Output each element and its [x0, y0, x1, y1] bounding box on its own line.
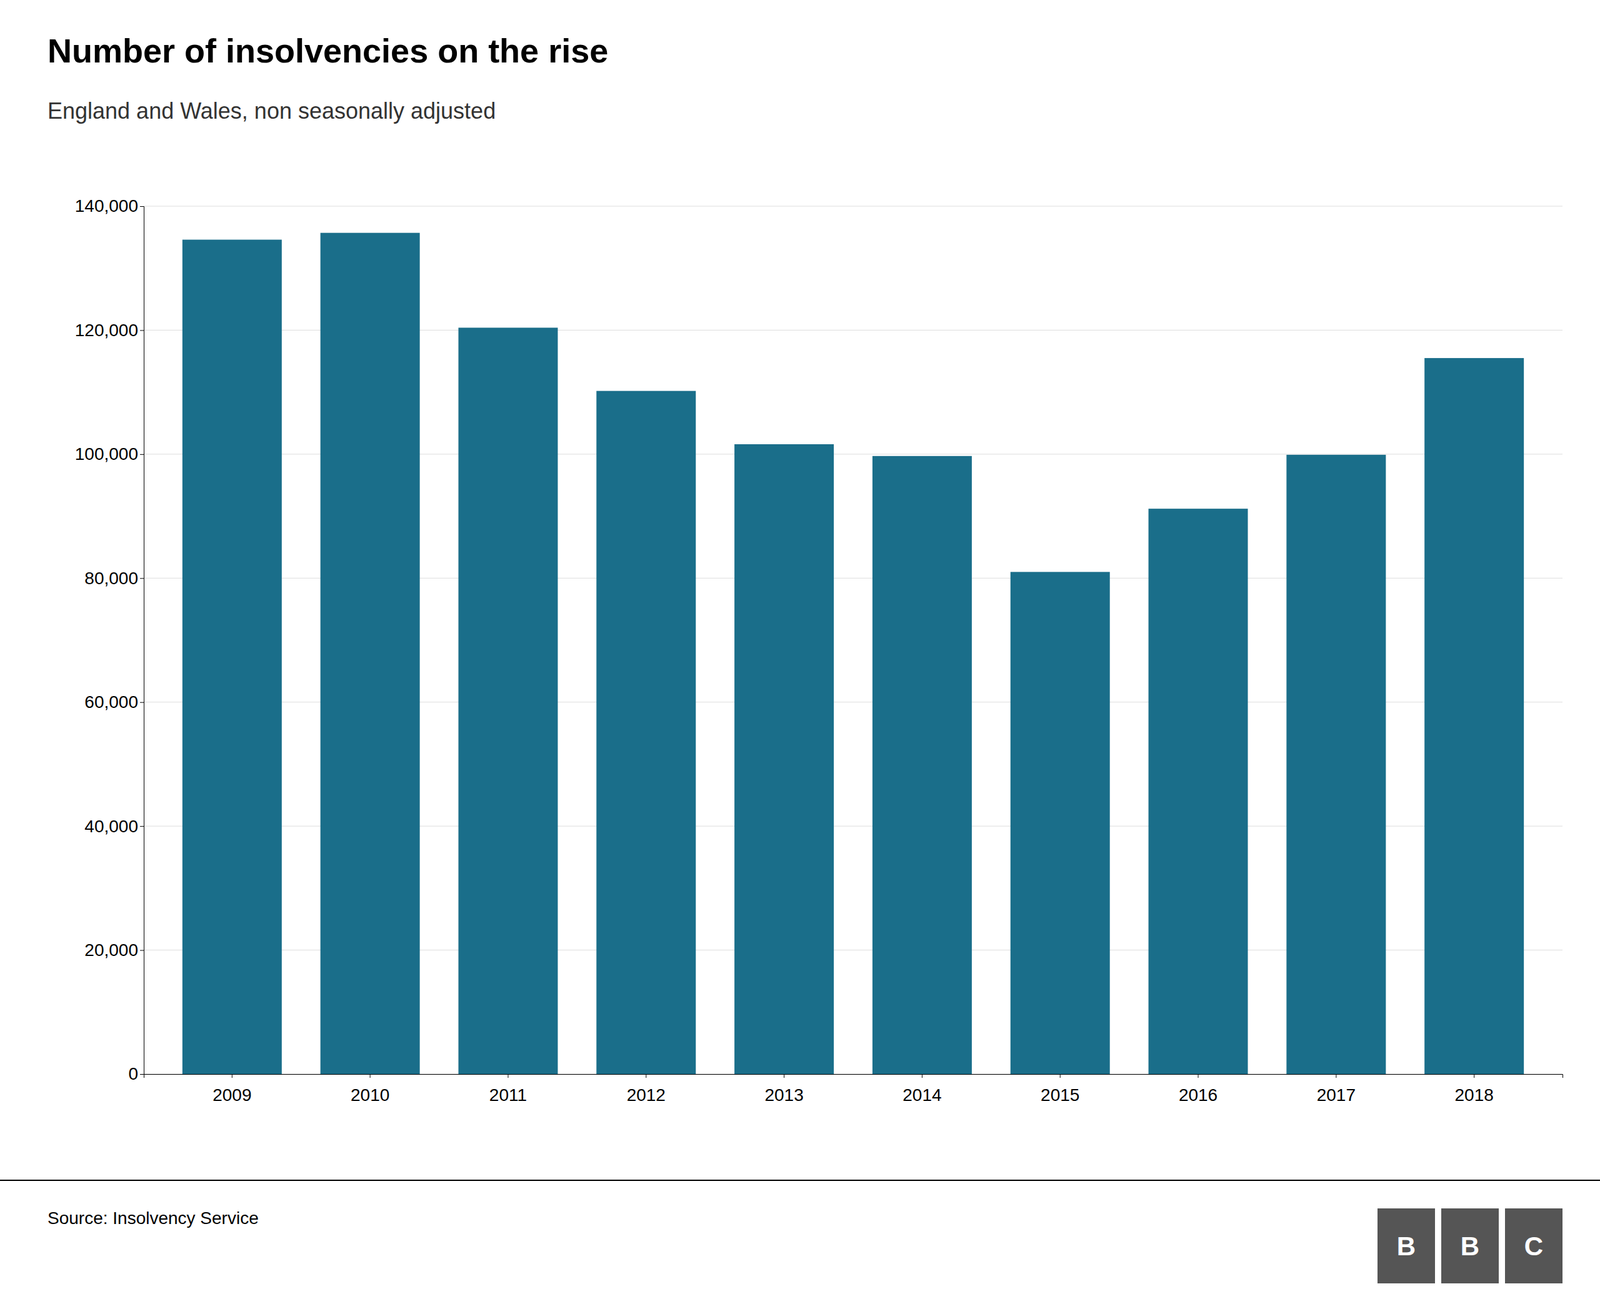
y-tick-mark — [140, 578, 144, 579]
y-tick-mark — [140, 950, 144, 952]
separator — [0, 1180, 1600, 1182]
y-tick: 40,000 — [84, 816, 144, 837]
grid — [143, 206, 1563, 1075]
x-tick-mark — [1198, 1074, 1199, 1079]
y-tick: 100,000 — [75, 444, 144, 464]
x-tick-label: 2009 — [212, 1085, 252, 1105]
x-tick: 2015 — [1040, 1074, 1080, 1105]
y-tick-mark — [140, 330, 144, 331]
x-tick-mark — [783, 1074, 785, 1079]
x-tick-mark — [1060, 1074, 1061, 1079]
y-tick-label: 0 — [128, 1064, 139, 1084]
x-tick-mark — [921, 1074, 923, 1079]
x-tick: 2014 — [902, 1074, 942, 1105]
bar — [734, 444, 834, 1075]
x-tick: 2013 — [764, 1074, 804, 1105]
x-tick: 2016 — [1178, 1074, 1218, 1105]
subtitle: England and Wales, non seasonally adjust… — [47, 98, 496, 124]
source: Source: Insolvency Service — [47, 1208, 259, 1229]
y-tick-label: 100,000 — [75, 444, 139, 464]
y-tick-mark — [140, 702, 144, 704]
x-tick-label: 2012 — [626, 1085, 666, 1105]
x-axis-line — [144, 1075, 1564, 1079]
bar — [320, 233, 420, 1075]
x-tick-label: 2013 — [764, 1085, 804, 1105]
x-tick: 2017 — [1316, 1074, 1356, 1105]
y-tick-mark — [140, 1074, 144, 1075]
y-tick-label: 40,000 — [84, 816, 139, 837]
y-tick: 140,000 — [75, 196, 144, 216]
y-tick-mark — [140, 826, 144, 827]
x-tick-label: 2010 — [350, 1085, 390, 1105]
y-tick-label: 20,000 — [84, 940, 139, 960]
x-tick-label: 2011 — [489, 1085, 527, 1105]
logo-box — [1377, 1208, 1435, 1284]
y-tick: 80,000 — [84, 568, 144, 589]
y-tick-mark — [140, 206, 144, 207]
bar — [872, 456, 972, 1075]
x-tick-mark — [370, 1074, 371, 1079]
bar — [596, 391, 696, 1075]
y-tick: 20,000 — [84, 940, 144, 960]
logo-box — [1441, 1208, 1499, 1284]
bar — [1286, 455, 1386, 1075]
bar — [458, 327, 558, 1075]
x-tick-mark — [507, 1074, 509, 1079]
logo-letter: C — [1524, 1231, 1544, 1262]
x-tick-label: 2014 — [902, 1085, 942, 1105]
bar — [1424, 358, 1524, 1075]
x-tick: 2018 — [1455, 1074, 1494, 1105]
x-tick: 2012 — [626, 1074, 666, 1105]
logo-letter: B — [1396, 1231, 1416, 1262]
x-tick-mark — [1473, 1074, 1475, 1079]
bar — [1148, 508, 1249, 1075]
x-axis: 2009 2010 2011 2012 2013 2014 2015 2016 2017 2018 — [144, 1074, 1564, 1105]
bar — [182, 240, 282, 1075]
y-axis: 0 20,000 40,000 60,000 80,000 100,000 120,000 1… — [75, 196, 145, 1084]
bars — [182, 233, 1524, 1075]
plot: 0 20,000 40,000 60,000 80,000 100,000 120,000 1… — [75, 196, 1564, 1105]
x-tick-label: 2016 — [1178, 1085, 1218, 1105]
y-axis-line — [140, 206, 145, 1075]
y-tick-label: 80,000 — [84, 568, 139, 589]
x-tick: 2010 — [350, 1074, 390, 1105]
y-tick: 0 — [128, 1064, 144, 1084]
x-tick-mark — [1335, 1074, 1337, 1079]
title: Number of insolvencies on the rise — [47, 31, 609, 70]
y-tick: 120,000 — [75, 320, 144, 340]
y-tick-label: 140,000 — [75, 196, 139, 216]
y-tick-mark — [140, 454, 144, 455]
y-tick-label: 60,000 — [84, 692, 139, 712]
x-tick-label: 2015 — [1040, 1085, 1080, 1105]
x-tick-mark — [645, 1074, 647, 1079]
x-tick-label: 2018 — [1455, 1085, 1494, 1105]
x-tick: 2011 — [489, 1074, 527, 1105]
logo: BBC — [1377, 1208, 1563, 1284]
x-tick: 2009 — [212, 1074, 252, 1105]
logo-box — [1505, 1208, 1563, 1284]
x-tick-mark — [231, 1074, 233, 1079]
y-tick-label: 120,000 — [75, 320, 139, 340]
bar — [1010, 571, 1110, 1075]
y-tick: 60,000 — [84, 692, 144, 712]
x-tick-label: 2017 — [1316, 1085, 1356, 1105]
chart: Number of insolvencies on the rise Englan… — [0, 0, 1600, 1299]
logo-letter: B — [1460, 1231, 1480, 1262]
grid-line — [143, 206, 1563, 207]
